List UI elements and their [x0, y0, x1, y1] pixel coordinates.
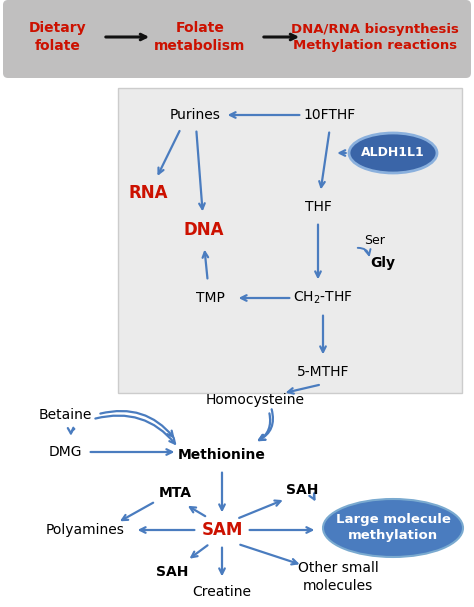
Text: DMG: DMG	[48, 445, 82, 459]
Text: Polyamines: Polyamines	[46, 523, 125, 537]
FancyBboxPatch shape	[118, 88, 462, 393]
FancyBboxPatch shape	[3, 0, 471, 78]
Text: THF: THF	[305, 200, 331, 214]
Text: Betaine: Betaine	[38, 408, 91, 422]
Text: Ser: Ser	[365, 234, 385, 246]
Ellipse shape	[323, 499, 463, 557]
Text: RNA: RNA	[128, 184, 168, 202]
Text: SAM: SAM	[201, 521, 243, 539]
Text: Dietary
folate: Dietary folate	[29, 21, 87, 53]
Text: MTA: MTA	[158, 486, 191, 500]
Text: Gly: Gly	[371, 256, 395, 270]
Text: TMP: TMP	[196, 291, 224, 305]
Text: Large molecule
methylation: Large molecule methylation	[336, 514, 450, 543]
Text: ALDH1L1: ALDH1L1	[361, 146, 425, 160]
Ellipse shape	[349, 133, 437, 173]
Text: 5-MTHF: 5-MTHF	[297, 365, 349, 379]
Text: Creatine: Creatine	[192, 585, 252, 599]
Text: SAH: SAH	[286, 483, 318, 497]
Text: SAH: SAH	[156, 565, 188, 579]
Text: DNA/RNA biosynthesis
Methylation reactions: DNA/RNA biosynthesis Methylation reactio…	[291, 22, 459, 52]
Text: 10FTHF: 10FTHF	[304, 108, 356, 122]
Text: Homocysteine: Homocysteine	[206, 393, 304, 407]
Text: DNA: DNA	[184, 221, 224, 239]
Text: Other small
molecules: Other small molecules	[298, 561, 378, 592]
Text: Methionine: Methionine	[178, 448, 266, 462]
Text: Purines: Purines	[170, 108, 220, 122]
Text: Folate
metabolism: Folate metabolism	[155, 21, 246, 53]
Text: CH$_2$-THF: CH$_2$-THF	[293, 290, 353, 306]
